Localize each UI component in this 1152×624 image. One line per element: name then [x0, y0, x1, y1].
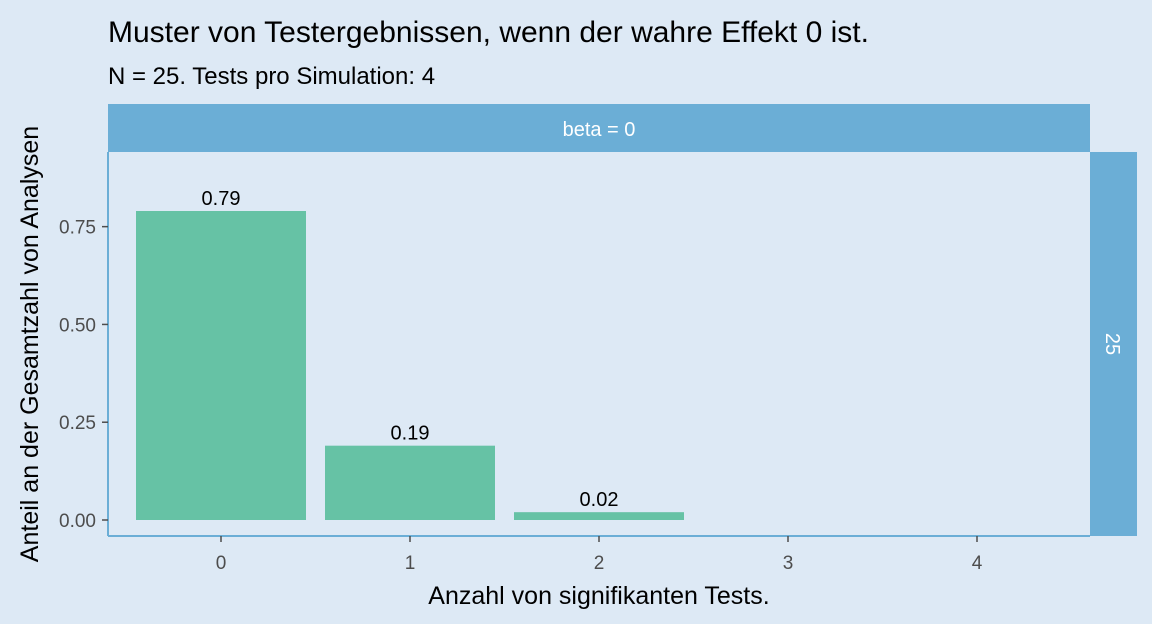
chart-title: Muster von Testergebnissen, wenn der wah… — [108, 16, 869, 49]
facet-strip-top-label: beta = 0 — [563, 119, 636, 141]
x-ticks: 0 1 2 3 4 — [216, 536, 983, 574]
bar-0 — [136, 211, 306, 520]
chart-subtitle: N = 25. Tests pro Simulation: 4 — [108, 63, 435, 90]
data-label-2: 0.02 — [580, 489, 619, 511]
x-tick-label-0: 0 — [216, 553, 227, 574]
facet-strip-right-label: 25 — [1101, 333, 1123, 355]
y-tick-label-2: 0.50 — [59, 315, 96, 336]
x-axis-title: Anzahl von signifikanten Tests. — [428, 582, 769, 610]
bar-2 — [514, 512, 684, 520]
data-label-0: 0.79 — [202, 188, 241, 210]
facet-strip-right — [1090, 152, 1137, 536]
y-tick-label-0: 0.00 — [59, 511, 96, 532]
x-tick-label-1: 1 — [405, 553, 416, 574]
data-label-1: 0.19 — [391, 423, 430, 445]
data-labels: 0.79 0.19 0.02 — [202, 188, 619, 511]
x-tick-label-2: 2 — [594, 553, 605, 574]
x-tick-label-3: 3 — [783, 553, 794, 574]
y-tick-label-3: 0.75 — [59, 218, 96, 239]
y-ticks: 0.00 0.25 0.50 0.75 — [59, 218, 108, 532]
bar-1 — [325, 445, 495, 520]
y-axis-title: Anteil an der Gesamtzahl von Analysen — [16, 126, 44, 562]
facet-strip-top — [108, 104, 1090, 152]
x-tick-label-4: 4 — [972, 553, 983, 574]
y-tick-label-1: 0.25 — [59, 413, 96, 434]
bars — [136, 211, 684, 520]
